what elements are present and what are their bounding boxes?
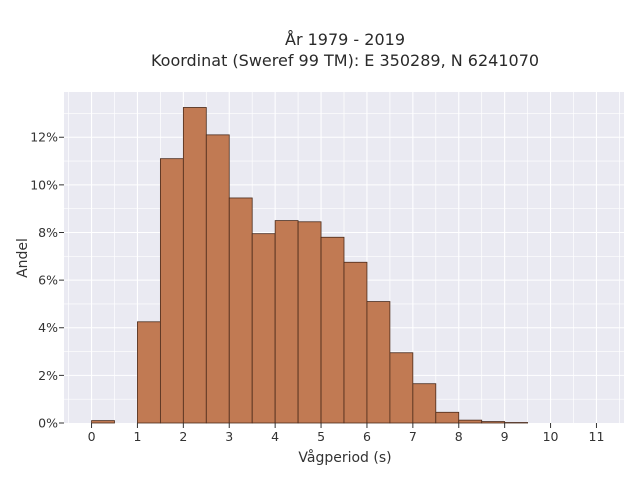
- y-axis-ticks: 0% 2% 4% 6% 8% 10% 12%: [30, 130, 64, 431]
- y-tick-label: 4%: [38, 320, 58, 335]
- x-axis-label: Vågperiod (s): [298, 449, 391, 466]
- x-tick-label: 10: [543, 429, 559, 444]
- x-tick-label: 8: [455, 429, 463, 444]
- histogram-bar: [481, 421, 506, 424]
- y-tick-label: 12%: [30, 130, 58, 145]
- histogram-bar: [389, 352, 414, 424]
- histogram-bar: [435, 411, 460, 424]
- y-tick-label: 6%: [38, 273, 58, 288]
- histogram-bar: [182, 107, 207, 424]
- histogram-bar: [366, 301, 391, 424]
- x-tick-label: 11: [589, 429, 605, 444]
- chart-title: År 1979 - 2019: [285, 30, 405, 49]
- x-tick-label: 9: [501, 429, 509, 444]
- histogram-bar: [343, 261, 368, 424]
- histogram-bars: [91, 107, 529, 424]
- y-axis-label: Andel: [15, 238, 31, 278]
- x-tick-label: 2: [179, 429, 187, 444]
- x-tick-label: 0: [88, 429, 96, 444]
- histogram-bar: [91, 420, 115, 424]
- y-tick-label: 10%: [30, 177, 58, 192]
- x-axis-ticks: 0 1 2 3 4 5 6 7 8 9 10 11: [88, 423, 605, 444]
- chart-subtitle: Koordinat (Sweref 99 TM): E 350289, N 62…: [151, 51, 539, 70]
- y-tick-label: 8%: [38, 225, 58, 240]
- histogram-bar: [412, 383, 437, 424]
- x-tick-label: 1: [133, 429, 141, 444]
- histogram-bar: [274, 220, 299, 424]
- histogram-bar: [320, 236, 345, 424]
- histogram-bar: [205, 134, 230, 424]
- histogram-bar: [458, 419, 483, 424]
- y-tick-label: 2%: [38, 368, 58, 383]
- y-tick-label: 0%: [38, 416, 58, 431]
- histogram-bar: [251, 233, 276, 424]
- histogram-bar: [159, 158, 184, 424]
- x-tick-label: 7: [409, 429, 417, 444]
- x-tick-label: 3: [225, 429, 233, 444]
- x-tick-label: 6: [363, 429, 371, 444]
- x-tick-label: 5: [317, 429, 325, 444]
- x-tick-label: 4: [271, 429, 279, 444]
- histogram-bar: [297, 221, 322, 424]
- histogram-bar: [137, 321, 161, 424]
- histogram-bar: [228, 197, 253, 424]
